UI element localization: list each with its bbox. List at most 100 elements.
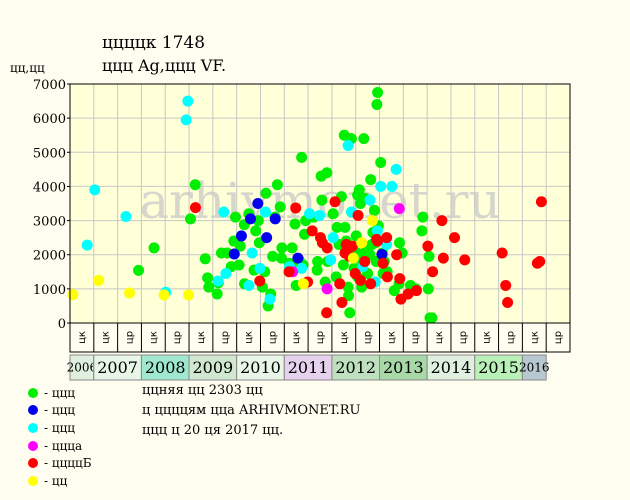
- half-year-label: цк: [196, 331, 207, 344]
- data-point: [276, 242, 288, 254]
- data-point: [260, 187, 272, 199]
- data-point: [228, 248, 240, 260]
- data-point: [377, 257, 389, 269]
- data-point: [327, 232, 339, 244]
- data-point: [334, 278, 346, 290]
- legend-item: - цццa: [28, 437, 92, 455]
- data-point: [229, 211, 241, 223]
- data-point: [365, 174, 377, 186]
- data-point: [426, 312, 438, 324]
- data-point: [286, 242, 298, 254]
- data-point: [296, 151, 308, 163]
- data-point: [304, 208, 316, 220]
- data-point: [254, 262, 266, 274]
- data-point: [283, 266, 295, 278]
- data-point: [390, 163, 402, 175]
- data-point: [292, 252, 304, 264]
- data-point: [459, 254, 471, 266]
- legend-label: - цц: [44, 473, 68, 488]
- data-point: [321, 167, 333, 179]
- data-point: [534, 256, 546, 268]
- half-year-label: цк: [529, 331, 540, 344]
- data-point: [416, 225, 428, 237]
- data-point: [394, 273, 406, 285]
- data-point: [289, 218, 301, 230]
- data-point: [502, 297, 514, 309]
- year-cell: [236, 354, 285, 381]
- data-point: [93, 274, 105, 286]
- data-point: [267, 250, 279, 262]
- year-cell: [93, 354, 142, 381]
- data-point: [340, 238, 352, 250]
- data-point: [375, 180, 387, 192]
- legend-label: - цццa: [44, 438, 83, 453]
- data-point: [339, 221, 351, 233]
- page-subtitle: ццц Ag,ццц VF.: [102, 56, 227, 75]
- y-tick-label: 5000: [33, 146, 66, 161]
- data-point: [316, 194, 328, 206]
- data-point: [250, 225, 262, 237]
- half-year-label: цр: [315, 331, 326, 344]
- data-point: [180, 114, 192, 126]
- data-point: [449, 232, 461, 244]
- data-point: [422, 240, 434, 252]
- year-label: 2015: [478, 358, 519, 377]
- year-label: 2006: [67, 361, 98, 375]
- data-point: [269, 213, 281, 225]
- data-point: [89, 184, 101, 196]
- legend-item: - ццц: [28, 384, 92, 402]
- data-point: [372, 235, 384, 247]
- legend-marker: [28, 440, 38, 451]
- data-point: [422, 283, 434, 295]
- y-tick-label: 3000: [33, 215, 66, 230]
- half-year-label: цр: [172, 331, 183, 344]
- data-point: [184, 213, 196, 225]
- data-point: [394, 237, 406, 249]
- data-point: [359, 256, 371, 268]
- y-tick-label: 4000: [33, 180, 66, 195]
- data-point: [211, 288, 223, 300]
- data-point: [338, 129, 350, 141]
- data-point: [202, 272, 214, 284]
- half-year-label: цк: [244, 331, 255, 344]
- data-point: [275, 252, 287, 264]
- data-point: [386, 180, 398, 192]
- data-point: [312, 256, 324, 268]
- data-point: [212, 275, 224, 287]
- data-point: [535, 196, 547, 208]
- legend-item: - ццц: [28, 419, 92, 437]
- year-cell: [379, 354, 428, 381]
- data-point: [410, 285, 422, 297]
- data-point: [364, 194, 376, 206]
- data-point: [369, 204, 381, 216]
- data-point: [203, 281, 215, 293]
- data-point: [347, 252, 359, 264]
- half-year-label: цр: [505, 331, 516, 344]
- y-tick-label: 1000: [33, 283, 66, 298]
- data-point: [133, 264, 145, 276]
- data-point: [393, 203, 405, 215]
- data-point: [235, 230, 247, 242]
- year-label: 2011: [288, 358, 329, 377]
- data-point: [329, 196, 341, 208]
- year-label: 2012: [335, 358, 376, 377]
- half-year-label: цр: [410, 331, 421, 344]
- data-point: [246, 247, 258, 259]
- half-year-label: цр: [267, 331, 278, 344]
- data-point: [264, 293, 276, 305]
- data-point: [311, 264, 323, 276]
- data-point: [366, 215, 378, 227]
- y-tick-label: 7000: [33, 78, 66, 93]
- half-year-label: цк: [434, 331, 445, 344]
- data-point: [500, 279, 512, 291]
- data-point: [375, 157, 387, 169]
- y-tick-label: 2000: [33, 249, 66, 264]
- data-point: [183, 289, 195, 301]
- data-point: [343, 290, 355, 302]
- data-point: [120, 210, 132, 222]
- half-year-label: цк: [148, 331, 159, 344]
- data-point: [365, 278, 377, 290]
- data-point: [321, 283, 333, 295]
- data-point: [352, 209, 364, 221]
